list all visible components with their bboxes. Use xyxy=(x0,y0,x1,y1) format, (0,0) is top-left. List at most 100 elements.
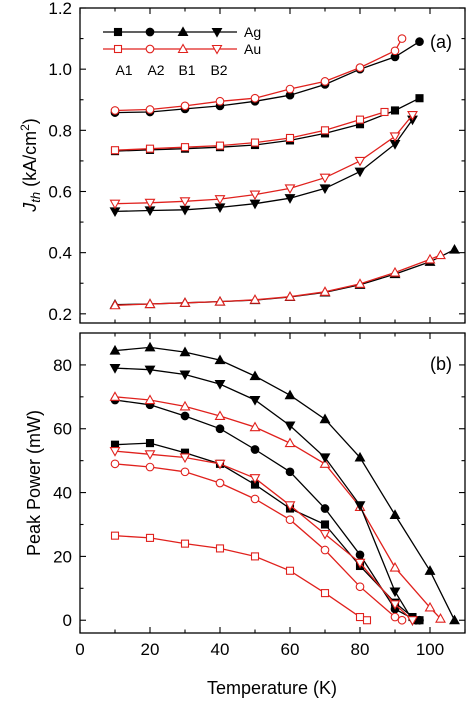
x-axis-label: Temperature (K) xyxy=(207,678,337,698)
legend-marker xyxy=(177,26,189,37)
data-point xyxy=(284,291,296,301)
y-tick-label: 0.2 xyxy=(48,305,72,324)
data-point xyxy=(390,106,400,115)
data-point xyxy=(180,143,190,152)
data-point xyxy=(389,509,401,519)
y-tick-label: 0 xyxy=(63,611,72,630)
series-a1-au xyxy=(110,107,389,155)
data-point xyxy=(354,167,366,178)
data-point xyxy=(319,173,331,184)
panel-b-y-tick-labels: 0 20 40 60 80 xyxy=(53,356,72,630)
panel-b-frame xyxy=(79,332,466,634)
data-point xyxy=(355,582,365,592)
data-point xyxy=(215,424,225,434)
y-tick-label: 0.6 xyxy=(48,182,72,201)
y-tick-label: 0.4 xyxy=(48,244,72,263)
panel-b-peak-power: 0 20 40 60 80 0 20 40 60 80 100 (b) Peak Power (m… xyxy=(24,332,466,698)
series-b2-ag xyxy=(109,115,418,217)
legend-marker xyxy=(145,44,155,54)
data-point xyxy=(424,565,436,575)
data-point xyxy=(285,133,295,143)
data-point xyxy=(109,447,121,457)
data-point xyxy=(407,110,418,121)
legend-sample-label: B1 xyxy=(178,62,195,78)
panel-a-series xyxy=(109,34,460,310)
data-point xyxy=(249,421,261,432)
data-point xyxy=(415,615,424,625)
data-point xyxy=(250,494,260,504)
data-point xyxy=(397,34,407,43)
data-point xyxy=(249,190,261,201)
y-tick-label: 60 xyxy=(53,420,72,439)
data-point xyxy=(320,545,330,555)
series-line xyxy=(114,97,420,152)
data-point xyxy=(249,474,261,484)
series-a1-ag xyxy=(110,94,424,156)
data-point xyxy=(320,126,330,135)
data-point xyxy=(449,243,460,254)
panel-a-y-tick-labels: 0.2 0.4 0.6 0.8 1.0 1.2 xyxy=(48,0,72,324)
data-point xyxy=(285,84,295,94)
data-point xyxy=(354,451,366,462)
series-a1-au xyxy=(110,531,372,625)
data-point xyxy=(354,156,366,167)
data-point xyxy=(144,198,156,209)
data-point xyxy=(355,550,365,560)
data-point xyxy=(354,558,366,569)
series-b1-ag xyxy=(109,341,460,625)
data-point xyxy=(144,394,156,405)
data-point xyxy=(249,199,261,210)
panel-a-label: (a) xyxy=(430,32,452,52)
data-point xyxy=(145,144,155,153)
data-point xyxy=(180,411,190,421)
data-point xyxy=(144,341,156,352)
legend-marker xyxy=(211,27,223,38)
legend-marker xyxy=(177,43,189,54)
data-point xyxy=(249,395,261,406)
data-point xyxy=(389,561,401,572)
legend-label-ag: Ag xyxy=(244,24,261,40)
legend-sample-label: A1 xyxy=(115,62,132,78)
data-point xyxy=(424,601,436,612)
data-point xyxy=(389,266,401,277)
data-point xyxy=(180,467,190,477)
series-line xyxy=(114,254,441,306)
panel-b-ticks xyxy=(79,333,466,633)
y-tick-label: 0.8 xyxy=(48,121,72,140)
panel-a-ticks xyxy=(79,7,466,323)
series-line xyxy=(114,535,368,621)
data-point xyxy=(390,612,400,622)
data-point xyxy=(109,344,121,355)
data-point xyxy=(319,458,331,468)
data-point xyxy=(180,101,190,111)
panel-a-y-axis-label: Jth (kA/cm2) xyxy=(18,118,43,213)
data-point xyxy=(285,467,295,477)
series-b1-au xyxy=(109,391,446,623)
data-point xyxy=(320,520,330,529)
data-point xyxy=(380,107,389,117)
data-point xyxy=(110,106,120,115)
panel-b-x-tick-labels: 0 20 40 60 80 100 xyxy=(75,640,444,659)
x-tick-label: 80 xyxy=(351,640,370,659)
data-point xyxy=(415,37,424,46)
series-b2-ag xyxy=(109,364,418,626)
data-point xyxy=(389,132,401,143)
data-point xyxy=(320,504,330,513)
panel-a-threshold-current: 0.2 0.4 0.6 0.8 1.0 1.2 (a) Jth (kA/cm2) AgAu… xyxy=(18,0,466,324)
series-a2-au xyxy=(110,34,407,115)
series-b1-ag xyxy=(109,243,460,309)
y-tick-label: 80 xyxy=(53,356,72,375)
data-point xyxy=(179,400,191,411)
series-b2-au xyxy=(109,110,418,210)
y-tick-label: 1.0 xyxy=(48,60,72,79)
x-tick-label: 40 xyxy=(211,640,230,659)
data-point xyxy=(215,96,225,106)
data-point xyxy=(397,615,407,625)
data-point xyxy=(435,613,446,623)
series-line xyxy=(114,346,456,621)
data-point xyxy=(144,450,156,460)
data-point xyxy=(355,115,365,124)
data-point xyxy=(145,439,155,448)
